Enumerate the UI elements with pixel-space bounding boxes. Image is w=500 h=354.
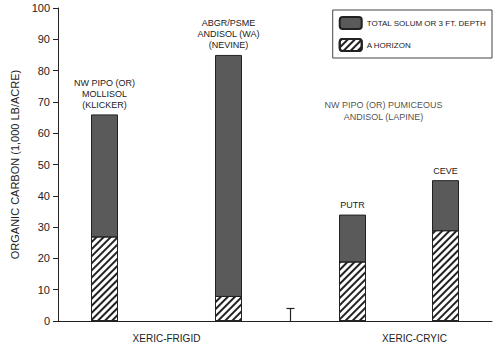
svg-text:30: 30 (38, 221, 50, 233)
svg-text:PUTR: PUTR (340, 200, 365, 210)
svg-text:A HORIZON: A HORIZON (367, 41, 411, 50)
svg-text:70: 70 (38, 96, 50, 108)
svg-text:TOTAL SOLUM OR 3 FT. DEPTH: TOTAL SOLUM OR 3 FT. DEPTH (367, 19, 486, 28)
svg-text:ORGANIC CARBON (1,000 LB/ACRE): ORGANIC CARBON (1,000 LB/ACRE) (9, 70, 21, 260)
svg-text:20: 20 (38, 252, 50, 264)
svg-text:XERIC-CRYIC: XERIC-CRYIC (382, 333, 447, 344)
svg-text:NW PIPO (OR): NW PIPO (OR) (74, 78, 135, 88)
svg-text:50: 50 (38, 159, 50, 171)
svg-text:CEVE: CEVE (433, 166, 458, 176)
svg-text:40: 40 (38, 190, 50, 202)
svg-text:ANDISOL (WA): ANDISOL (WA) (198, 29, 260, 39)
svg-text:0: 0 (44, 315, 50, 327)
svg-text:NW PIPO (OR) PUMICEOUS: NW PIPO (OR) PUMICEOUS (324, 100, 442, 110)
svg-text:60: 60 (38, 127, 50, 139)
svg-text:(KLICKER): (KLICKER) (82, 100, 127, 110)
svg-text:ANDISOL (LAPINE): ANDISOL (LAPINE) (344, 112, 424, 122)
svg-text:10: 10 (38, 284, 50, 296)
svg-text:XERIC-FRIGID: XERIC-FRIGID (133, 333, 201, 344)
svg-text:(NEVINE): (NEVINE) (209, 40, 249, 50)
svg-text:80: 80 (38, 65, 50, 77)
svg-text:MOLLISOL: MOLLISOL (82, 89, 127, 99)
svg-text:100: 100 (32, 2, 50, 14)
svg-text:90: 90 (38, 33, 50, 45)
svg-text:ABGR/PSME: ABGR/PSME (202, 18, 256, 28)
